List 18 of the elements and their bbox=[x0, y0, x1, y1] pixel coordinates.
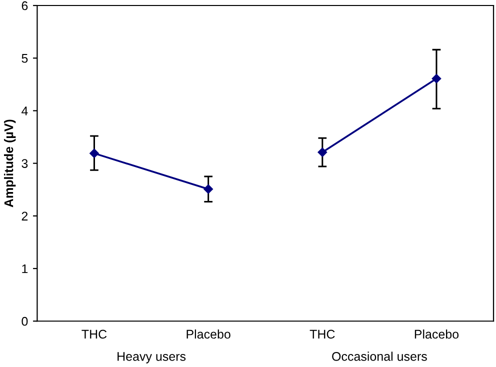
y-tick-label: 5 bbox=[22, 54, 28, 63]
y-tick-label: 4 bbox=[22, 106, 28, 116]
point bbox=[318, 148, 328, 157]
x-tick-label: Placebo bbox=[186, 329, 230, 339]
x-tick-label: THC bbox=[82, 330, 107, 339]
text: Heavy users bbox=[118, 352, 186, 364]
point bbox=[204, 184, 213, 194]
text: Occasional users bbox=[332, 352, 427, 361]
point bbox=[90, 148, 99, 158]
y-tick-label: 0 bbox=[22, 316, 28, 326]
y-tick-label: 6 bbox=[22, 1, 28, 10]
y-tick-label: 2 bbox=[22, 212, 28, 220]
y-axis-title: Amplitude (µV) bbox=[4, 120, 16, 208]
y-tick-label: 3 bbox=[22, 159, 28, 168]
x-tick-label: Placebo bbox=[414, 329, 459, 339]
point bbox=[432, 74, 442, 84]
x-tick-label: THC bbox=[310, 330, 335, 339]
y-tick-label: 1 bbox=[22, 264, 28, 274]
